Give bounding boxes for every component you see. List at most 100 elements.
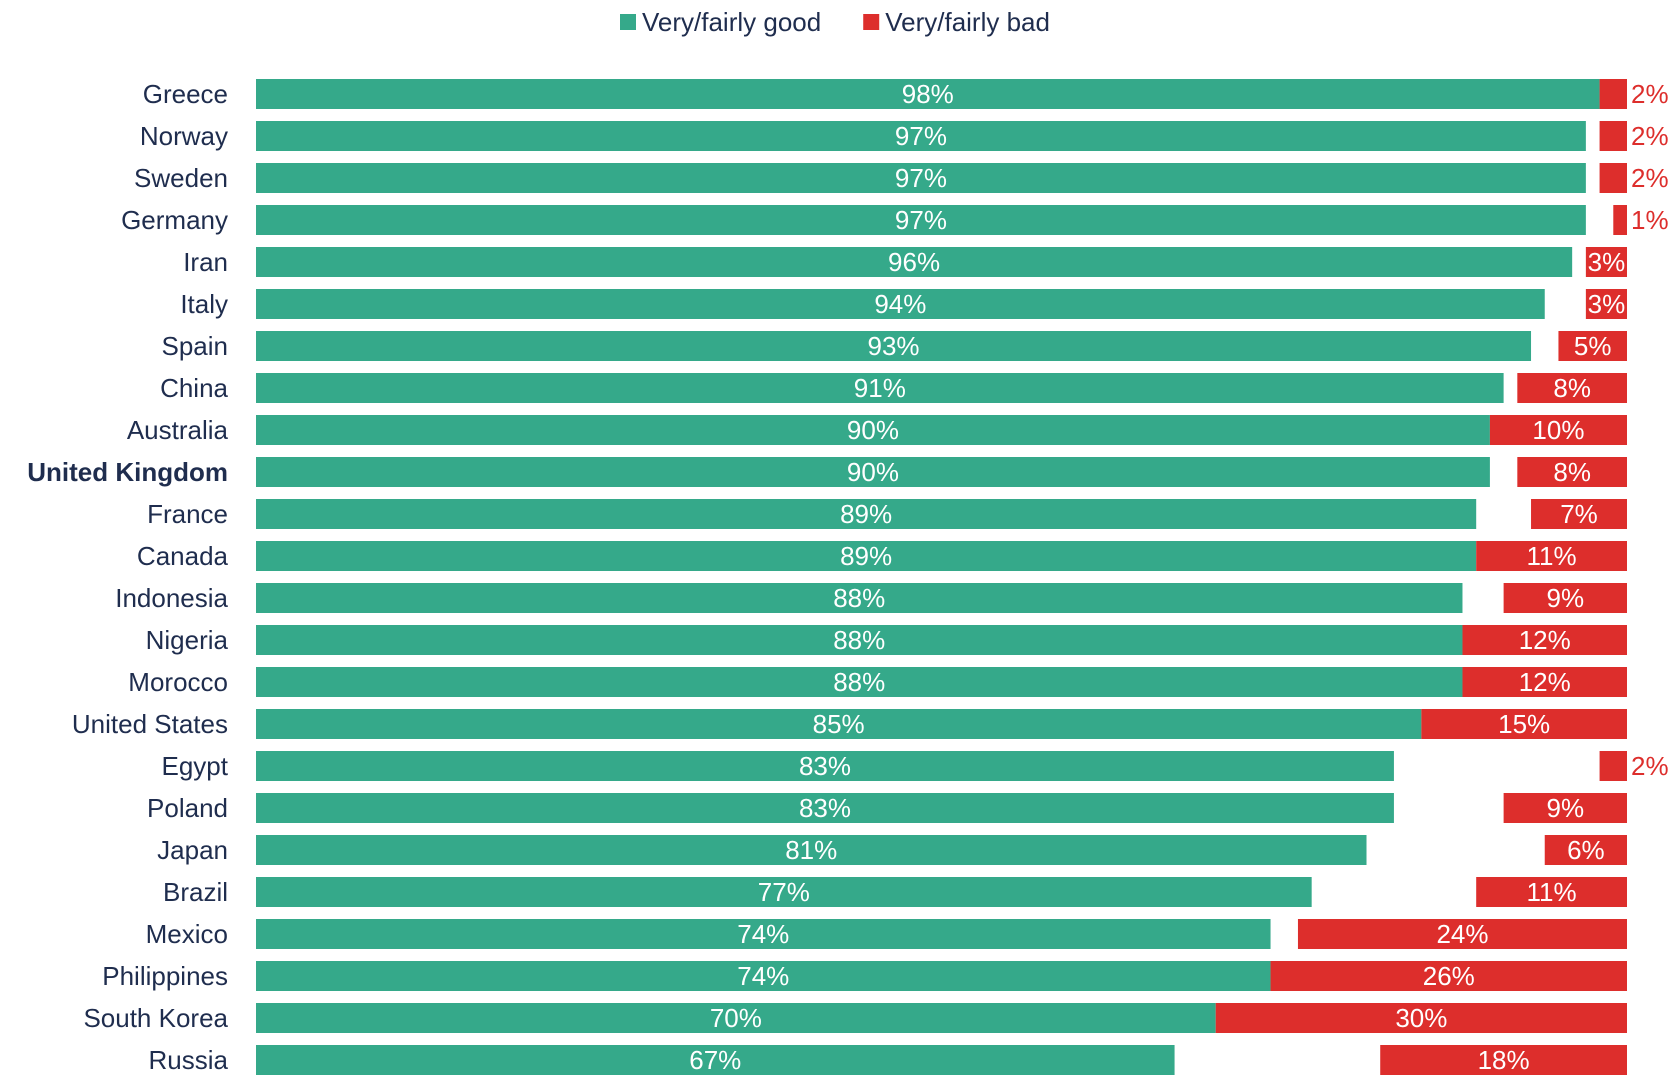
bar-bad — [1531, 499, 1627, 529]
bar-bad — [1585, 289, 1627, 319]
bar-good — [256, 205, 1586, 235]
value-label: 74% — [737, 919, 789, 949]
value-label: 83% — [799, 793, 851, 823]
category-label: Japan — [157, 835, 228, 865]
category-label: Italy — [180, 289, 228, 319]
value-label: 2% — [1631, 751, 1669, 781]
value-label: 3% — [1588, 289, 1626, 319]
value-label: 93% — [867, 331, 919, 361]
bar-good — [256, 877, 1312, 907]
bar-good — [256, 163, 1586, 193]
category-label: Brazil — [163, 877, 228, 907]
bar-good — [256, 793, 1394, 823]
bar-good — [256, 373, 1504, 403]
bar-bad — [1380, 1045, 1627, 1075]
bar-bad — [1517, 373, 1627, 403]
legend-swatch — [620, 14, 636, 30]
value-label: 2% — [1631, 121, 1669, 151]
bar-bad — [1215, 1003, 1627, 1033]
category-label: Morocco — [128, 667, 228, 697]
value-label: 18% — [1478, 1045, 1530, 1075]
category-label: Sweden — [134, 163, 228, 193]
category-label: Canada — [137, 541, 229, 571]
value-label: 24% — [1436, 919, 1488, 949]
bar-bad — [1599, 121, 1627, 151]
category-label: Russia — [149, 1045, 229, 1075]
value-label: 67% — [689, 1045, 741, 1075]
value-label: 5% — [1574, 331, 1612, 361]
category-label: Nigeria — [146, 625, 229, 655]
value-label: 98% — [902, 79, 954, 109]
category-label: Norway — [140, 121, 228, 151]
bar-bad — [1476, 877, 1627, 907]
legend-label: Very/fairly bad — [885, 7, 1050, 37]
bar-good — [256, 415, 1490, 445]
category-label: United States — [72, 709, 228, 739]
category-label: Australia — [127, 415, 229, 445]
value-label: 83% — [799, 751, 851, 781]
value-label: 9% — [1547, 583, 1585, 613]
value-label: 70% — [710, 1003, 762, 1033]
category-label: South Korea — [83, 1003, 228, 1033]
value-label: 15% — [1498, 709, 1550, 739]
value-label: 1% — [1631, 205, 1669, 235]
bar-bad — [1544, 835, 1627, 865]
category-label: Greece — [143, 79, 228, 109]
bar-good — [256, 583, 1463, 613]
value-label: 8% — [1553, 457, 1591, 487]
bar-good — [256, 289, 1545, 319]
value-label: 30% — [1395, 1003, 1447, 1033]
value-label: 6% — [1567, 835, 1605, 865]
bar-good — [256, 919, 1271, 949]
bar-bad — [1421, 709, 1627, 739]
value-label: 77% — [758, 877, 810, 907]
bar-good — [256, 331, 1532, 361]
bar-bad — [1270, 961, 1627, 991]
value-label: 7% — [1560, 499, 1598, 529]
bar-good — [256, 541, 1477, 571]
category-label: Egypt — [162, 751, 229, 781]
bar-bad — [1462, 667, 1627, 697]
bar-good — [256, 499, 1477, 529]
value-label: 97% — [895, 205, 947, 235]
bar-good — [256, 961, 1271, 991]
value-label: 96% — [888, 247, 940, 277]
bar-bad — [1503, 793, 1627, 823]
value-label: 10% — [1532, 415, 1584, 445]
category-label: Poland — [147, 793, 228, 823]
value-label: 89% — [840, 499, 892, 529]
value-label: 91% — [854, 373, 906, 403]
bar-good — [256, 457, 1490, 487]
category-label: Indonesia — [115, 583, 228, 613]
bar-bad — [1599, 751, 1627, 781]
bar-bad — [1613, 205, 1627, 235]
value-label: 90% — [847, 457, 899, 487]
value-label: 9% — [1547, 793, 1585, 823]
value-label: 8% — [1553, 373, 1591, 403]
value-label: 94% — [874, 289, 926, 319]
bar-bad — [1297, 919, 1627, 949]
bar-bad — [1599, 79, 1627, 109]
bar-good — [256, 1045, 1175, 1075]
bar-bad — [1503, 583, 1627, 613]
value-label: 12% — [1519, 625, 1571, 655]
category-label: Iran — [183, 247, 228, 277]
bar-good — [256, 121, 1586, 151]
value-label: 2% — [1631, 163, 1669, 193]
bar-good — [256, 625, 1463, 655]
bar-bad — [1558, 331, 1627, 361]
bar-good — [256, 1003, 1216, 1033]
bar-good — [256, 79, 1600, 109]
bar-good — [256, 667, 1463, 697]
value-label: 89% — [840, 541, 892, 571]
category-label: China — [160, 373, 228, 403]
bar-bad — [1599, 163, 1627, 193]
value-label: 97% — [895, 121, 947, 151]
bar-good — [256, 247, 1573, 277]
value-label: 90% — [847, 415, 899, 445]
value-label: 74% — [737, 961, 789, 991]
legend: Very/fairly good Very/fairly bad — [620, 7, 1050, 37]
value-label: 12% — [1519, 667, 1571, 697]
bar-good — [256, 751, 1394, 781]
